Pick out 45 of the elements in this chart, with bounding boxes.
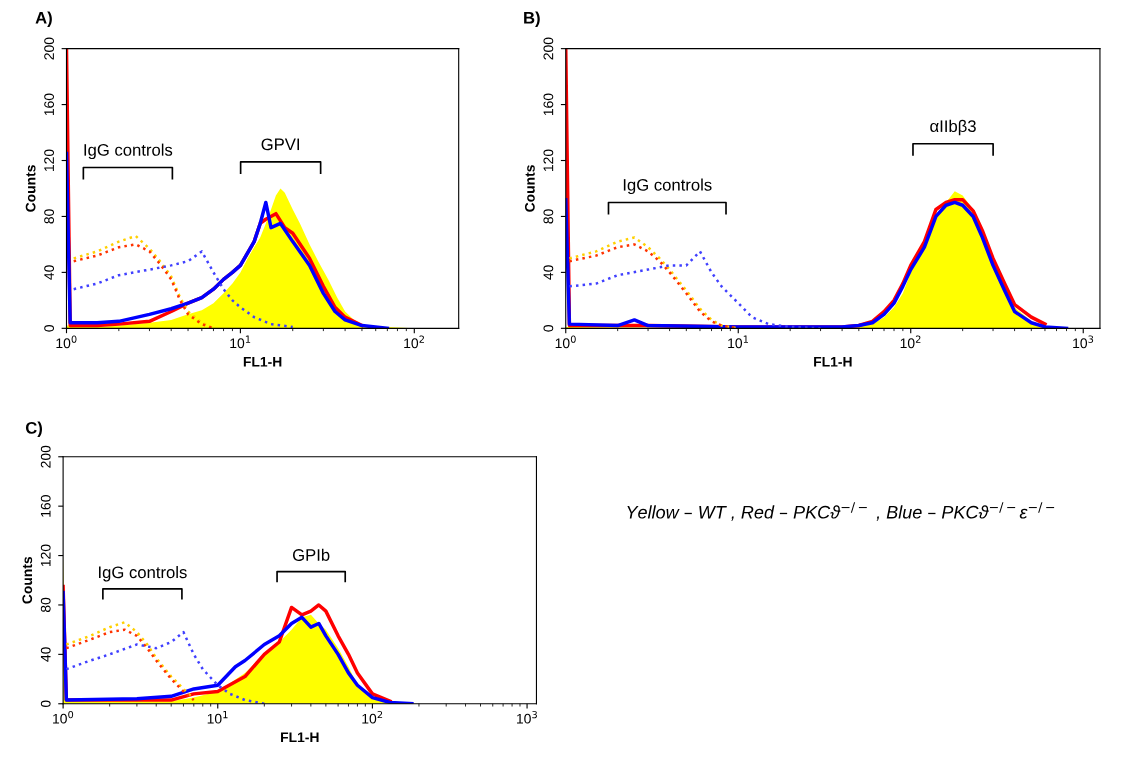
chart-title: C) xyxy=(25,421,42,438)
y-tick-label: 200 xyxy=(543,37,554,60)
chart-title: A) xyxy=(35,11,52,27)
x-tick-label: 10$^{1}$ xyxy=(207,711,228,724)
x-tick-label: 10$^{3}$ xyxy=(1073,335,1094,349)
y-tick-label: 0 xyxy=(543,325,554,332)
y-axis-title: Counts xyxy=(22,556,33,604)
x-tick-label: 10$^{2}$ xyxy=(900,335,921,349)
annotation: GPIb xyxy=(292,548,330,561)
y-tick-label: 40 xyxy=(44,265,55,280)
y-tick-label: 120 xyxy=(40,544,51,567)
y-tick-label: 80 xyxy=(44,209,55,224)
x-tick-label: 10$^{1}$ xyxy=(728,335,749,349)
y-axis-title: Counts xyxy=(524,165,535,212)
y-tick-label: 80 xyxy=(40,597,51,613)
x-tick-label: 10$^{3}$ xyxy=(517,710,537,724)
x-axis-title: FL1-H xyxy=(814,357,852,367)
y-tick-label: 120 xyxy=(543,149,554,172)
text: Yellow – WT , Red – PKCϑ$^{−/−}$ , Blue – PKCϑ$^{−/−}$ε$^{−/−}$ xyxy=(627,502,1055,521)
x-tick-label: 10$^{1}$ xyxy=(230,335,251,349)
y-tick-label: 200 xyxy=(40,445,51,468)
x-tick-label: 10$^{0}$ xyxy=(555,335,576,349)
x-tick-label: 10$^{2}$ xyxy=(362,710,383,724)
y-tick-label: 200 xyxy=(44,37,55,60)
x-tick-label: 10$^{0}$ xyxy=(53,710,74,724)
y-tick-label: 0 xyxy=(44,325,55,332)
y-axis-title: Counts xyxy=(25,165,36,212)
x-axis-title: FL1-H xyxy=(243,357,282,367)
annotation: IgG controls xyxy=(99,565,187,582)
x-tick-label: 10$^{2}$ xyxy=(404,335,424,349)
y-tick-label: 120 xyxy=(44,149,55,172)
x-tick-label: 10$^{0}$ xyxy=(56,335,77,349)
y-tick-label: 0 xyxy=(40,700,51,708)
y-tick-label: 160 xyxy=(543,93,554,116)
y-tick-label: 40 xyxy=(40,647,51,662)
annotation: IgG controls xyxy=(623,178,712,195)
annotation: IgG controls xyxy=(84,143,173,160)
y-tick-label: 160 xyxy=(44,93,55,116)
annotation: αIIbβ3 xyxy=(930,119,976,136)
y-tick-label: 80 xyxy=(543,209,554,224)
x-axis-title: FL1-H xyxy=(281,732,319,743)
chart-title: B) xyxy=(524,11,540,27)
y-tick-label: 40 xyxy=(543,265,554,280)
annotation: GPVI xyxy=(261,138,300,151)
y-tick-label: 160 xyxy=(40,495,51,517)
